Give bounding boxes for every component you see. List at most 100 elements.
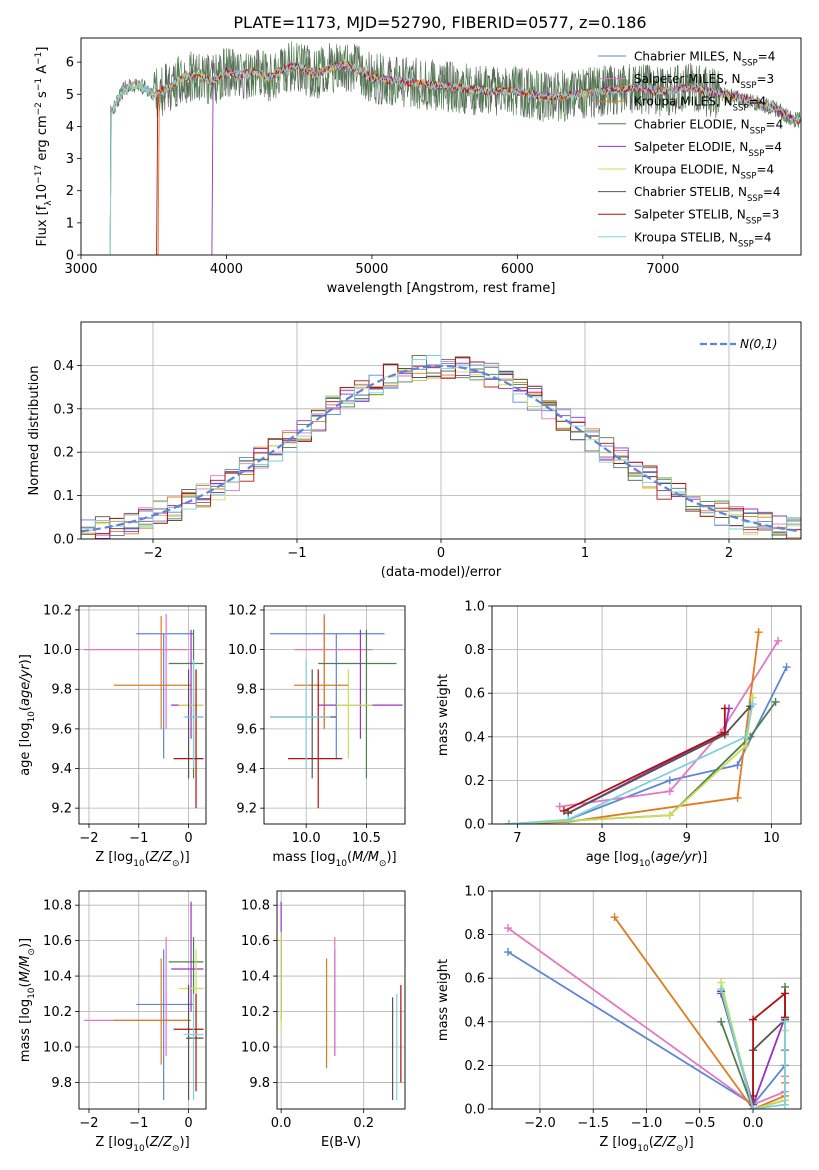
x-tick-label: 7 <box>513 831 521 846</box>
y-axis-label-part: 10 <box>27 987 37 999</box>
x-tick-label: 2 <box>725 546 733 561</box>
y-tick-label: 9.6 <box>236 722 257 737</box>
y-axis-label: Normed distribution <box>27 366 42 496</box>
y-tick-label: 0.0 <box>464 1103 485 1118</box>
x-axis-label: mass [log10(M/M⊙)] <box>272 850 396 869</box>
x-tick-label: 0 <box>184 1116 192 1131</box>
mass-vs-extinction-panel: 0.0 0.2 9.8 10.0 10.2 10.4 10.6 10.8 E(B-V) <box>241 890 406 1150</box>
weight-point-marker <box>748 700 757 709</box>
y-tick-label: 0.8 <box>464 928 485 943</box>
y-axis-label-part: Normed distribution <box>27 366 42 496</box>
x-tick-label: 0 <box>437 546 445 561</box>
age-vs-mass-panel: 10.0 10.5 9.2 9.4 9.6 9.8 10.0 10.2 mass [log10(… <box>228 603 406 869</box>
legend-entry-sub: SSP <box>738 239 754 249</box>
legend-entry-text: =4 <box>756 163 774 177</box>
spectrum-series-line <box>109 41 801 255</box>
y-tick-label: 10.2 <box>43 1005 72 1020</box>
age-vs-metallicity-panel: −2 −1 09.29.49.69.810.010.2Z [log10(Z/Z⊙)]… <box>18 603 207 869</box>
y-axis-label-part: ( <box>18 982 33 987</box>
weight-point-marker <box>741 741 750 750</box>
y-axis-label-part: ⊙ <box>27 948 37 956</box>
weight-point-marker <box>754 628 763 637</box>
legend-entry-text: Kroupa MILES, N <box>634 95 733 109</box>
x-tick-label: 10.5 <box>352 831 381 846</box>
x-axis-label-part: )] <box>180 1135 190 1150</box>
legend-entry-text: Salpeter ELODIE, N <box>634 140 748 154</box>
weight-point-marker <box>733 761 742 770</box>
weight-point-marker <box>781 1017 790 1026</box>
errorbar-points <box>280 901 402 1101</box>
axes-frame <box>80 321 802 540</box>
errorbar-points <box>83 901 204 1101</box>
x-tick-label: −2 <box>79 831 98 846</box>
x-axis-label-part: ⊙ <box>676 1144 684 1154</box>
y-axis-label-part: −1 <box>34 78 44 91</box>
x-axis-label-part: )] <box>180 850 190 865</box>
y-axis-label-part: mass [log <box>18 999 33 1062</box>
weight-point-marker <box>774 636 783 645</box>
residuals-panel: −2 −1 0 1 2 0.0 0.1 0.2 0.3 0.4 (data-model)/error… <box>27 321 802 580</box>
figure-title: PLATE=1173, MJD=52790, FIBERID=0577, z=0… <box>233 13 646 32</box>
x-axis-label-part: ( <box>650 850 655 865</box>
y-tick-label: 10.6 <box>241 934 270 949</box>
x-tick-label: −2 <box>143 546 162 561</box>
x-tick-label: −1.0 <box>631 1116 663 1131</box>
y-tick-label: 10.4 <box>43 970 72 985</box>
y-axis-label: Flux [fλ10−17 erg cm−2 s−1 A−1] <box>34 47 54 247</box>
x-axis-label-part: age/yr <box>655 850 698 865</box>
x-tick-label: 0 <box>184 831 192 846</box>
y-axis-label-part: M/M <box>18 956 33 983</box>
axes-frame <box>263 605 406 825</box>
legend-entry-sub: SSP <box>741 81 757 91</box>
weight-series <box>504 628 791 824</box>
axes-frame <box>276 890 406 1110</box>
weight-point-marker <box>717 1017 726 1026</box>
y-tick-label: 0.4 <box>464 730 485 745</box>
weight-point-marker <box>610 913 619 922</box>
histogram-series <box>81 355 801 539</box>
y-tick-label: 0.8 <box>464 643 485 658</box>
y-tick-label: 0.0 <box>53 533 74 548</box>
y-tick-label: 0.2 <box>464 774 485 789</box>
y-tick-label: 4 <box>66 120 74 135</box>
x-axis-label-part: Z/Z <box>149 850 173 865</box>
y-axis-label-part: −17 <box>34 165 44 184</box>
weight-point-marker <box>665 811 674 820</box>
x-axis-label-part: ( <box>649 1135 654 1150</box>
y-tick-label: 0.0 <box>464 818 485 833</box>
y-tick-label: 1.0 <box>464 885 485 900</box>
weight-point-marker <box>749 1105 758 1109</box>
y-tick-label: 9.4 <box>51 762 72 777</box>
y-axis-label-part: mass weight <box>436 674 451 756</box>
weight-series-line <box>567 666 788 821</box>
legend-entry-sub: SSP <box>742 59 758 69</box>
y-axis-label-part: erg cm <box>35 115 50 164</box>
axes-frame <box>491 605 802 825</box>
y-axis-label-part: age [log <box>18 723 33 776</box>
weight-point-marker <box>717 985 726 994</box>
y-tick-label: 10.0 <box>228 643 257 658</box>
y-tick-label: 10.8 <box>43 899 72 914</box>
y-tick-label: 10.2 <box>43 603 72 618</box>
weight-point-marker <box>665 776 674 785</box>
x-axis-label-part: (data-model)/error <box>381 565 502 580</box>
axes-frame <box>78 605 207 825</box>
x-axis-label-part: age [log <box>586 850 639 865</box>
weight-point-marker <box>504 820 513 824</box>
y-tick-label: 0.6 <box>464 687 485 702</box>
x-tick-label: 0.0 <box>271 1116 292 1131</box>
x-axis-label: age [log10(age/yr)] <box>586 850 708 869</box>
x-tick-label: 3000 <box>64 262 97 277</box>
legend-entry-text: =3 <box>756 72 774 86</box>
x-tick-label: 9 <box>683 831 691 846</box>
weight-point-marker <box>741 732 750 741</box>
x-axis-label-part: 10 <box>133 859 145 869</box>
legend-entry-label: Chabrier ELODIE, NSSP=4 <box>634 117 783 136</box>
y-axis-label-part: −2 <box>34 102 44 115</box>
y-tick-label: 10.4 <box>241 970 270 985</box>
y-tick-label: 0 <box>66 249 74 264</box>
x-axis-label-part: Z [log <box>95 850 133 865</box>
x-axis-label: Z [log10(Z/Z⊙)] <box>95 850 189 869</box>
weight-series-line <box>752 991 786 1096</box>
x-axis-label-part: E(B-V) <box>321 1135 361 1150</box>
